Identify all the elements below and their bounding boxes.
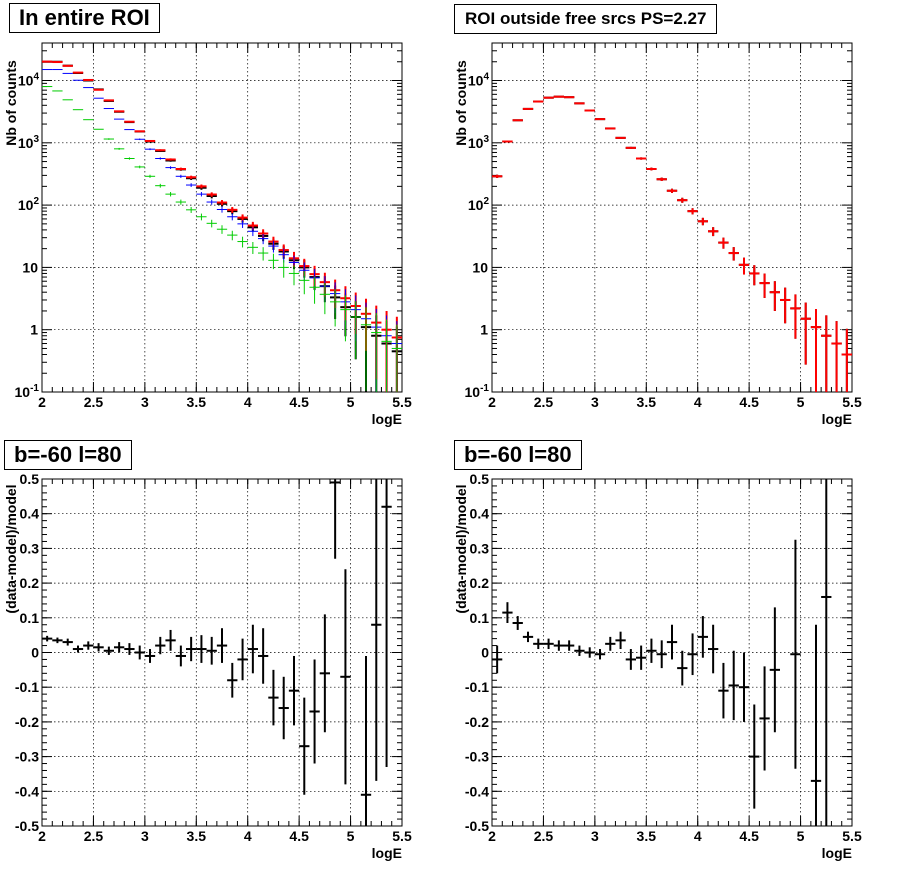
x-tick-label: 4 (694, 828, 702, 844)
y-tick-label: 0.1 (20, 610, 40, 626)
x-axis-label: logE (372, 411, 402, 427)
x-tick-label: 5 (797, 828, 805, 844)
x-tick-label: 4.5 (739, 394, 759, 410)
y-tick-label: -0.1 (15, 679, 39, 695)
plot-frame (491, 42, 853, 393)
plot1-title: In entire ROI (9, 3, 160, 33)
plot-panel-4: 2 2.5 3 3.5 4 4.5 5 5.5 -0.5 -0.4 -0.3 -0.2 -0.1 0 0.1… (453, 471, 862, 861)
series-0 (492, 95, 852, 392)
y-tick-label: 102 (468, 196, 490, 213)
x-tick-label: 2 (488, 394, 496, 410)
x-tick-label: 4 (694, 394, 702, 410)
y-tick-label: 0.4 (20, 506, 40, 522)
x-tick-label: 3.5 (187, 828, 207, 844)
x-tick-label: 5.5 (842, 828, 862, 844)
x-axis-label: logE (822, 411, 852, 427)
plot-frame (491, 478, 853, 827)
series-1 (492, 95, 852, 392)
y-tick-label: -0.5 (465, 818, 489, 834)
x-tick-label: 5 (347, 394, 355, 410)
y-axis-label: Nb of counts (453, 60, 469, 146)
y-tick-label: 104 (18, 72, 40, 89)
y-tick-label: 103 (18, 134, 40, 151)
series-residuals (42, 479, 392, 826)
x-tick-label: 2.5 (84, 394, 104, 410)
x-tick-label: 3 (141, 828, 149, 844)
y-tick-label: -0.1 (465, 679, 489, 695)
x-tick-label: 3 (141, 394, 149, 410)
plot-frame (41, 42, 403, 393)
y-tick-label: 0 (31, 645, 39, 661)
x-tick-label: 5.5 (392, 828, 412, 844)
y-tick-label: -0.3 (465, 749, 489, 765)
plot4-title: b=-60 l=80 (454, 440, 582, 470)
y-tick-label: 0.5 (20, 471, 40, 487)
plot2-title: ROI outside free srcs PS=2.27 (454, 4, 718, 34)
x-tick-label: 4.5 (289, 394, 309, 410)
y-tick-label: -0.4 (465, 783, 489, 799)
x-tick-label: 5 (347, 828, 355, 844)
y-tick-label: -0.2 (15, 714, 39, 730)
x-tick-label: 3.5 (637, 394, 657, 410)
x-tick-label: 4.5 (739, 828, 759, 844)
plot-panel-1: 2 2.5 3 3.5 4 4.5 5 5.5 10-1 1 10 102 103 104 logE Nb o… (3, 42, 412, 427)
x-tick-label: 5.5 (842, 394, 862, 410)
y-tick-label: 10 (22, 259, 38, 275)
x-tick-label: 5 (797, 394, 805, 410)
y-tick-label: 102 (18, 196, 40, 213)
x-tick-label: 4.5 (289, 828, 309, 844)
y-tick-label: 10-1 (465, 383, 490, 400)
y-tick-label: -0.3 (15, 749, 39, 765)
x-tick-label: 3.5 (637, 828, 657, 844)
x-tick-label: 4 (244, 828, 252, 844)
x-tick-label: 3 (591, 828, 599, 844)
x-tick-label: 2 (488, 828, 496, 844)
y-tick-label: 1 (480, 322, 488, 338)
series-3 (42, 86, 402, 392)
y-tick-label: 103 (468, 134, 490, 151)
y-tick-label: 0.3 (20, 540, 40, 556)
x-axis-label: logE (822, 845, 852, 861)
y-tick-label: -0.2 (465, 714, 489, 730)
y-tick-label: 0.2 (470, 575, 490, 591)
y-axis-label: (data-model)/model (453, 484, 469, 613)
plot3-title: b=-60 l=80 (4, 440, 132, 470)
y-tick-label: 0.5 (470, 471, 490, 487)
y-axis-label: (data-model)/model (3, 484, 19, 613)
y-tick-label: 1 (30, 322, 38, 338)
y-tick-label: -0.4 (15, 783, 39, 799)
y-tick-label: 0.3 (470, 540, 490, 556)
x-tick-label: 2 (38, 828, 46, 844)
y-axis-label: Nb of counts (3, 60, 19, 146)
y-tick-label: 0.1 (470, 610, 490, 626)
y-tick-label: 0.2 (20, 575, 40, 591)
x-tick-label: 2.5 (534, 394, 554, 410)
plot-panel-3: 2 2.5 3 3.5 4 4.5 5 5.5 -0.5 -0.4 -0.3 -0.2 -0.1 0 0.1… (3, 471, 412, 861)
x-tick-label: 4 (244, 394, 252, 410)
y-tick-label: -0.5 (15, 818, 39, 834)
x-tick-label: 2.5 (534, 828, 554, 844)
y-tick-label: 0.4 (470, 506, 490, 522)
plot-frame (41, 478, 403, 827)
y-tick-label: 104 (468, 72, 490, 89)
plot-panel-2: 2 2.5 3 3.5 4 4.5 5 5.5 10-1 1 10 102 103 104 logE Nb o… (453, 42, 862, 427)
y-tick-label: 10 (472, 259, 488, 275)
x-tick-label: 5.5 (392, 394, 412, 410)
series-residuals (492, 479, 832, 826)
y-tick-label: 10-1 (15, 383, 40, 400)
x-axis-label: logE (372, 845, 402, 861)
x-tick-label: 2 (38, 394, 46, 410)
x-tick-label: 3.5 (187, 394, 207, 410)
y-tick-label: 0 (481, 645, 489, 661)
x-tick-label: 3 (591, 394, 599, 410)
x-tick-label: 2.5 (84, 828, 104, 844)
